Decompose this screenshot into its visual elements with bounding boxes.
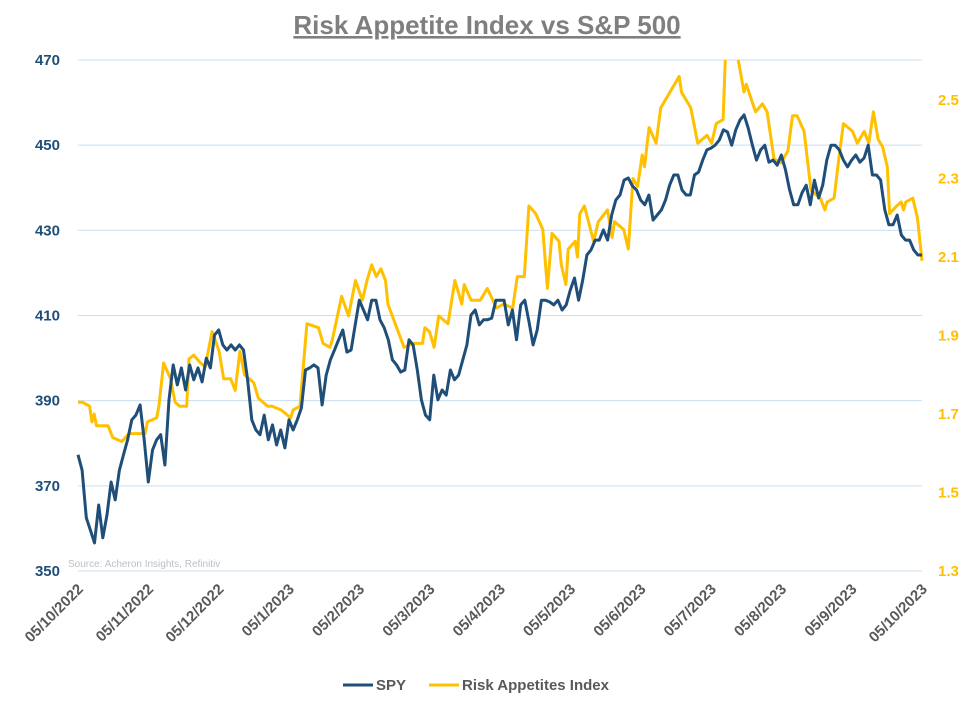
x-tick-label: 05/11/2022 — [93, 581, 158, 646]
right-tick-label: 2.3 — [938, 171, 959, 188]
series-line-spy — [76, 113, 922, 545]
right-tick-label: 2.5 — [938, 92, 959, 109]
x-tick-label: 05/3/2023 — [379, 581, 438, 640]
x-tick-label: 05/12/2022 — [162, 581, 227, 646]
x-tick-label: 05/5/2023 — [520, 581, 579, 640]
x-tick-label: 05/9/2023 — [801, 581, 860, 640]
chart-title: Risk Appetite Index vs S&P 500 — [293, 10, 680, 40]
x-tick-label: 05/10/2023 — [866, 581, 931, 646]
plot-area — [76, 60, 924, 545]
gridlines — [78, 59, 922, 572]
series-line-risk-appetites-index — [78, 60, 924, 443]
right-tick-label: 2.1 — [938, 249, 959, 266]
right-tick-label: 1.9 — [938, 328, 959, 345]
x-tick-label: 05/10/2022 — [22, 581, 87, 646]
legend: SPY Risk Appetites Index — [343, 677, 610, 694]
right-tick-label: 1.5 — [938, 485, 959, 502]
x-tick-label: 05/7/2023 — [661, 581, 720, 640]
left-axis: 350 370 390 410 430 450 470 — [35, 52, 60, 580]
x-tick-label: 05/1/2023 — [239, 581, 298, 640]
left-tick-label: 470 — [35, 52, 60, 69]
left-tick-label: 350 — [35, 563, 60, 580]
x-tick-label: 05/6/2023 — [590, 581, 649, 640]
left-tick-label: 410 — [35, 308, 60, 325]
left-tick-label: 450 — [35, 137, 60, 154]
right-axis: 1.3 1.5 1.7 1.9 2.1 2.3 2.5 — [938, 92, 959, 580]
source-note: Source: Acheron Insights, Refinitiv — [68, 559, 220, 570]
x-tick-label: 05/4/2023 — [450, 581, 509, 640]
right-tick-label: 1.3 — [938, 563, 959, 580]
legend-label-risk: Risk Appetites Index — [462, 677, 610, 694]
left-tick-label: 430 — [35, 222, 60, 239]
x-tick-label: 05/8/2023 — [731, 581, 790, 640]
x-axis: 05/10/2022 05/11/2022 05/12/2022 05/1/2023 0… — [22, 581, 931, 646]
left-tick-label: 370 — [35, 478, 60, 495]
legend-label-spy: SPY — [376, 677, 406, 694]
left-tick-label: 390 — [35, 393, 60, 410]
right-tick-label: 1.7 — [938, 406, 959, 423]
x-tick-label: 05/2/2023 — [309, 581, 368, 640]
